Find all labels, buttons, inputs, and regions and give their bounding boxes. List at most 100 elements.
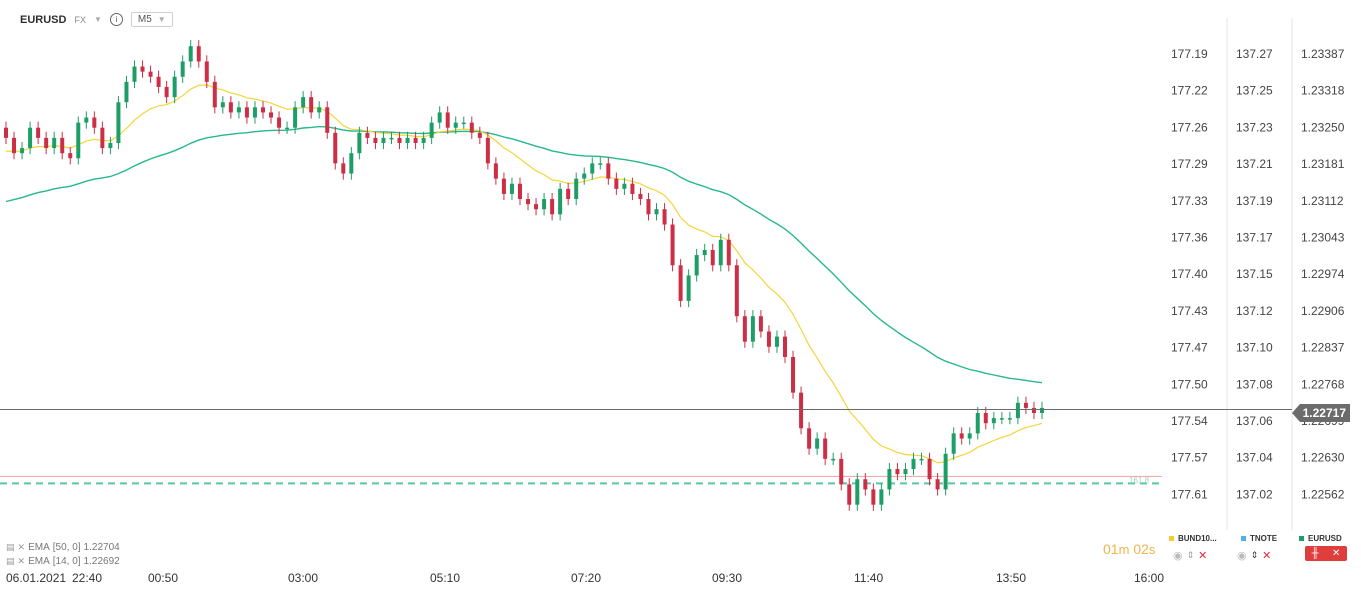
candle-body bbox=[28, 127, 33, 149]
price-tick-label: 137.27 bbox=[1236, 47, 1273, 61]
candle-body bbox=[654, 209, 659, 215]
candle-body bbox=[975, 413, 980, 434]
price-tick-label: 137.02 bbox=[1236, 487, 1273, 501]
time-tick-label: 13:50 bbox=[996, 571, 1026, 585]
candle-body bbox=[469, 122, 474, 133]
candle-body bbox=[718, 239, 723, 266]
candle-body bbox=[20, 148, 25, 154]
legend-item-tnote[interactable]: TNOTE bbox=[1241, 534, 1277, 543]
candle-body bbox=[959, 433, 964, 439]
candle-body bbox=[397, 137, 402, 143]
close-icon[interactable]: ✕ bbox=[17, 542, 26, 552]
candle-body bbox=[493, 163, 498, 179]
price-tick-label: 177.50 bbox=[1171, 377, 1208, 391]
candle-body bbox=[566, 188, 571, 200]
time-tick-label: 09:30 bbox=[712, 571, 742, 585]
candle-body bbox=[76, 122, 81, 159]
candle-body bbox=[453, 122, 458, 128]
candle-body bbox=[60, 137, 65, 154]
candle-body bbox=[220, 102, 225, 108]
candle-body bbox=[807, 428, 812, 449]
move-arrows-icon[interactable]: ⇕ bbox=[1186, 550, 1195, 560]
legend-color-swatch bbox=[1299, 536, 1304, 541]
settings-icon[interactable]: ▤ bbox=[6, 556, 15, 566]
candle-body bbox=[236, 107, 241, 113]
ema-50-path bbox=[5, 125, 1043, 384]
candle-body bbox=[991, 418, 996, 424]
candle-body bbox=[758, 316, 763, 332]
legend-color-swatch bbox=[1169, 536, 1174, 541]
candle-body bbox=[791, 356, 796, 393]
tnote-price-axis: 137.27 137.25 137.23 137.21 137.19 137.17 137.… bbox=[1236, 47, 1273, 501]
candle-body bbox=[526, 199, 531, 205]
price-tick-label: 137.10 bbox=[1236, 341, 1273, 355]
settings-icon[interactable]: ▤ bbox=[6, 542, 15, 552]
candle-body bbox=[662, 209, 667, 225]
price-tick-label: 137.12 bbox=[1236, 304, 1273, 318]
price-tick-label: 137.25 bbox=[1236, 84, 1273, 98]
info-icon[interactable]: i bbox=[109, 13, 123, 26]
eye-icon[interactable]: ◉ bbox=[1237, 550, 1247, 562]
price-tick-label: 1.22974 bbox=[1301, 267, 1345, 281]
candle-body bbox=[309, 97, 314, 113]
eurusd-price-axis: 1.23387 1.23318 1.23250 1.23181 1.23112 1.230… bbox=[1301, 47, 1345, 501]
candle-body bbox=[196, 46, 201, 62]
close-icon[interactable]: ✕ bbox=[1262, 550, 1272, 562]
candle-body bbox=[550, 199, 555, 215]
timeframe-select[interactable]: M5 ▼ bbox=[130, 12, 173, 27]
time-tick-label: 11:40 bbox=[854, 571, 883, 585]
close-icon[interactable]: ✕ bbox=[1198, 550, 1208, 562]
indicator-value: 1.22692 bbox=[83, 556, 120, 567]
candle-body bbox=[823, 438, 828, 459]
indicator-label: EMA bbox=[28, 542, 50, 553]
close-icon[interactable]: ✕ bbox=[17, 556, 26, 566]
timer-minutes: 01 bbox=[1103, 541, 1119, 557]
timeframe-value: M5 bbox=[137, 14, 152, 25]
candle-body bbox=[501, 178, 506, 194]
close-icon[interactable]: ✕ bbox=[1331, 548, 1341, 559]
time-axis: 06.01.2021 22:40 00:50 03:00 05:10 07:20 09:30… bbox=[6, 571, 1164, 585]
candle-body bbox=[44, 137, 49, 149]
candle-body bbox=[301, 97, 306, 108]
candle-body bbox=[204, 61, 209, 82]
price-tick-label: 177.26 bbox=[1171, 120, 1208, 134]
eye-icon[interactable]: ◉ bbox=[1173, 550, 1183, 562]
candle-body bbox=[1007, 418, 1012, 420]
candle-body bbox=[630, 183, 635, 194]
move-arrows-icon[interactable]: ⇕ bbox=[1250, 550, 1259, 560]
candle-body bbox=[228, 102, 233, 113]
candlestick-series bbox=[4, 40, 1044, 511]
price-tick-label: 1.23318 bbox=[1301, 84, 1345, 98]
chart-header: EURUSD FX ▼ i M5 ▼ bbox=[20, 12, 173, 27]
candle-body bbox=[783, 336, 788, 357]
price-tick-label: 177.36 bbox=[1171, 231, 1208, 245]
candle-body bbox=[919, 458, 924, 461]
fib-label: 161.8 bbox=[1129, 476, 1150, 485]
candle-body bbox=[84, 117, 89, 123]
time-tick-label: 06.01.2021 bbox=[6, 571, 66, 585]
candle-body bbox=[164, 86, 169, 98]
candle-body bbox=[252, 107, 257, 118]
candle-body bbox=[542, 199, 547, 210]
candle-body bbox=[116, 102, 121, 143]
chart-type-icon[interactable]: ╫ bbox=[1311, 548, 1319, 559]
symbol-label[interactable]: EURUSD bbox=[20, 13, 67, 26]
candle-body bbox=[911, 458, 916, 470]
candle-body bbox=[879, 489, 884, 505]
candle-body bbox=[774, 336, 779, 347]
candle-body bbox=[437, 112, 442, 123]
candle-body bbox=[341, 163, 346, 174]
legend-item-eurusd[interactable]: EURUSD bbox=[1299, 534, 1342, 543]
candle-body bbox=[702, 249, 707, 256]
candle-body bbox=[638, 193, 643, 200]
candle-body bbox=[686, 275, 691, 301]
candle-body bbox=[429, 122, 434, 138]
legend-item-bund10[interactable]: BUND10... bbox=[1169, 534, 1217, 543]
chevron-down-icon[interactable]: ▼ bbox=[93, 15, 102, 24]
market-label: FX bbox=[74, 14, 86, 25]
candle-body bbox=[847, 484, 852, 505]
candle-body bbox=[799, 392, 804, 429]
candle-body bbox=[172, 76, 177, 98]
price-tick-label: 137.04 bbox=[1236, 451, 1273, 465]
